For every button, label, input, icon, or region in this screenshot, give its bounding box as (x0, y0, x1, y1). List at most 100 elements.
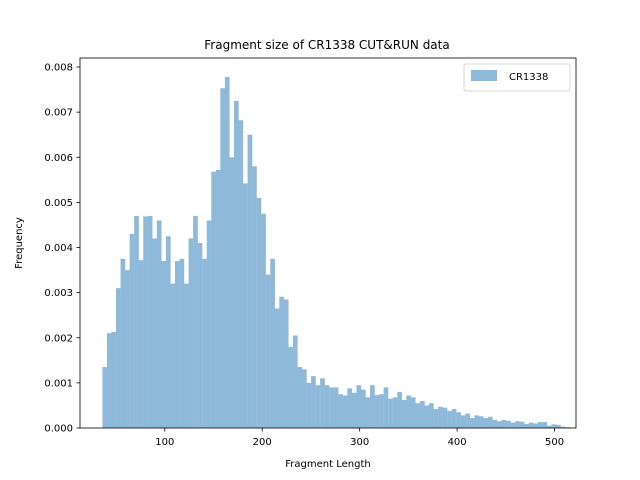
x-tick-label: 400 (448, 437, 467, 448)
histogram-bar (542, 422, 548, 428)
histogram-bar (406, 395, 412, 428)
y-tick-label: 0.003 (44, 288, 73, 299)
y-tick-label: 0.007 (44, 108, 73, 119)
histogram-bar (311, 376, 316, 428)
x-axis-title: Fragment Length (285, 459, 370, 470)
histogram-bar (546, 425, 552, 428)
histogram-bar (469, 418, 475, 428)
histogram-bar (356, 385, 362, 428)
histogram-bar (270, 258, 275, 428)
histogram-bar (419, 400, 425, 428)
histogram-bar (283, 299, 289, 428)
histogram-bar (143, 216, 148, 428)
histogram-bar (274, 308, 280, 428)
y-axis: 0.000 0.001 0.002 0.003 0.004 0.005 0.006 0.007… (44, 63, 80, 435)
histogram-bar (478, 416, 484, 428)
histogram-bar (379, 394, 384, 428)
histogram-bar (537, 422, 543, 428)
histogram-bar (528, 422, 534, 428)
histogram-bar (220, 88, 226, 428)
histogram-bar (197, 243, 203, 428)
bars-group (102, 76, 570, 429)
histogram-bar (487, 416, 493, 428)
histogram-bar (193, 215, 198, 428)
legend-label: CR1338 (509, 72, 548, 83)
y-axis-title: Frequency (14, 217, 25, 269)
histogram-bar (265, 274, 271, 428)
histogram-bar (510, 422, 516, 428)
histogram-bar (370, 385, 375, 428)
histogram-bar (256, 197, 262, 428)
histogram-bar (347, 388, 353, 428)
histogram-bar (224, 76, 230, 428)
y-tick-label: 0.000 (44, 424, 73, 435)
histogram-bar (188, 238, 194, 428)
histogram-bar (451, 409, 457, 428)
histogram-bar (329, 387, 334, 428)
y-tick-label: 0.008 (44, 63, 73, 74)
histogram-bar (324, 385, 330, 428)
histogram-bar (429, 403, 434, 428)
histogram-bar (288, 346, 294, 428)
histogram-bar (202, 258, 207, 428)
histogram-bar (134, 215, 139, 428)
histogram-bar (474, 415, 480, 428)
histogram-bar (292, 335, 298, 428)
x-axis: 100 200 300 400 500 (155, 428, 564, 448)
histogram-bar (515, 421, 520, 428)
y-tick-label: 0.002 (44, 333, 73, 344)
histogram-bar (111, 331, 117, 428)
y-tick-label: 0.005 (44, 198, 73, 209)
y-tick-label: 0.004 (44, 243, 73, 254)
histogram-bar (492, 419, 498, 428)
histogram-bar (211, 171, 216, 428)
histogram-bar (533, 423, 539, 428)
histogram-bar (229, 157, 235, 428)
histogram-bar (174, 261, 180, 428)
histogram-bar (147, 215, 153, 428)
histogram-bar (320, 378, 325, 428)
histogram-bar (519, 421, 525, 428)
histogram-bar (415, 403, 421, 428)
plot-frame (79, 57, 577, 429)
histogram-bar (465, 413, 470, 428)
histogram-bar (360, 389, 366, 428)
chart-title: Fragment size of CR1338 CUT&RUN data (204, 38, 449, 52)
histogram-bar (125, 270, 130, 428)
histogram-bar (238, 120, 244, 429)
histogram-bar (401, 400, 407, 428)
histogram-bar (447, 410, 452, 428)
histogram-bar (302, 369, 307, 428)
histogram-bar (315, 385, 321, 428)
x-tick-label: 200 (253, 437, 272, 448)
histogram-bar (388, 398, 393, 428)
histogram-bar (338, 394, 343, 428)
histogram-bar (279, 296, 285, 428)
histogram-bar (297, 367, 303, 428)
histogram-bar (152, 238, 157, 428)
histogram-bar (424, 405, 430, 428)
histogram-bar (351, 392, 357, 428)
histogram-bar (106, 333, 112, 428)
x-tick-label: 100 (155, 437, 174, 448)
x-tick-label: 300 (350, 437, 369, 448)
histogram-bar (243, 183, 248, 428)
histogram-bar (215, 169, 221, 428)
histogram-bar (233, 100, 239, 429)
histogram-bar (261, 213, 266, 428)
histogram-bar (247, 134, 253, 428)
histogram-bar (501, 419, 507, 428)
histogram-bar (556, 424, 561, 428)
histogram-bar (483, 418, 489, 428)
histogram-bar (365, 397, 371, 428)
histogram-bar (116, 288, 121, 428)
histogram-bar (156, 220, 162, 428)
histogram-bar (397, 391, 402, 428)
histogram-bar (184, 283, 189, 428)
histogram-bar (170, 283, 176, 428)
histogram-bar (410, 397, 416, 428)
histogram-bar (306, 382, 312, 428)
histogram-bar (120, 258, 126, 428)
histogram-bar (524, 423, 529, 428)
